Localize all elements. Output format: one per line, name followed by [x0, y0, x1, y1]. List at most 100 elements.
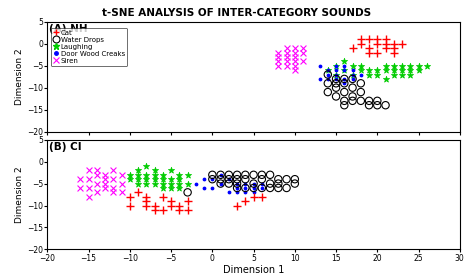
Point: [357, 90, 365, 94]
Y-axis label: Dimension 2: Dimension 2: [16, 48, 25, 105]
Point: [398, 72, 406, 77]
Point: [423, 64, 430, 68]
Point: [209, 177, 216, 181]
Point: [407, 72, 414, 77]
Point: [134, 177, 142, 181]
Point: [349, 94, 356, 99]
Point: [192, 181, 200, 186]
Point: [109, 190, 117, 195]
Point: [283, 59, 291, 64]
Point: [332, 72, 340, 77]
Point: [398, 68, 406, 72]
Point: [134, 181, 142, 186]
Point: [217, 173, 224, 177]
Point: [126, 173, 134, 177]
Point: [374, 72, 381, 77]
Point: [340, 90, 348, 94]
Point: [101, 177, 109, 181]
Point: [266, 186, 274, 190]
Point: [134, 190, 142, 195]
Point: [175, 208, 183, 212]
Point: [398, 64, 406, 68]
Point: [159, 195, 167, 199]
Point: [258, 186, 265, 190]
Point: [349, 46, 356, 50]
Point: [85, 177, 92, 181]
Point: [258, 195, 265, 199]
Point: [374, 37, 381, 42]
Point: [349, 68, 356, 72]
Point: [233, 181, 241, 186]
Point: [332, 68, 340, 72]
X-axis label: Dimension 1: Dimension 1: [223, 265, 284, 274]
Point: [349, 77, 356, 81]
Point: [225, 177, 233, 181]
Point: [209, 186, 216, 190]
Point: [390, 50, 398, 55]
Point: [217, 177, 224, 181]
Point: [374, 50, 381, 55]
Point: [167, 181, 175, 186]
Point: [283, 186, 291, 190]
Point: [175, 203, 183, 208]
Point: [324, 72, 332, 77]
Point: [340, 59, 348, 64]
Point: [291, 46, 299, 50]
Point: [407, 68, 414, 72]
Point: [126, 203, 134, 208]
Point: [85, 168, 92, 173]
Point: [349, 99, 356, 103]
Point: [340, 64, 348, 68]
Point: [382, 77, 389, 81]
Point: [258, 181, 265, 186]
Point: [332, 85, 340, 90]
Point: [126, 177, 134, 181]
Point: [242, 199, 249, 203]
Point: [93, 168, 100, 173]
Point: [340, 77, 348, 81]
Point: [324, 68, 332, 72]
Point: [201, 177, 208, 181]
Point: [324, 77, 332, 81]
Point: [118, 173, 126, 177]
Point: [340, 99, 348, 103]
Point: [291, 59, 299, 64]
Point: [382, 46, 389, 50]
Point: [374, 68, 381, 72]
Point: [175, 173, 183, 177]
Point: [374, 103, 381, 107]
Point: [274, 55, 282, 59]
Point: [291, 64, 299, 68]
Point: [233, 173, 241, 177]
Point: [324, 68, 332, 72]
Point: [299, 59, 307, 64]
Point: [109, 186, 117, 190]
Point: [274, 50, 282, 55]
Point: [175, 186, 183, 190]
Point: [324, 81, 332, 85]
Point: [332, 64, 340, 68]
Point: [283, 55, 291, 59]
Point: [332, 64, 340, 68]
Point: [299, 50, 307, 55]
Point: [143, 195, 150, 199]
Point: [324, 90, 332, 94]
Point: [151, 203, 158, 208]
Point: [217, 181, 224, 186]
Point: [184, 199, 191, 203]
Point: [357, 64, 365, 68]
Point: [374, 42, 381, 46]
Point: [250, 186, 257, 190]
Point: [159, 173, 167, 177]
Point: [242, 173, 249, 177]
Point: [349, 64, 356, 68]
Point: [340, 68, 348, 72]
Point: [233, 190, 241, 195]
Point: [109, 168, 117, 173]
Point: [357, 99, 365, 103]
Point: [324, 72, 332, 77]
Point: [143, 181, 150, 186]
Point: [390, 46, 398, 50]
Point: [340, 103, 348, 107]
Point: [209, 173, 216, 177]
